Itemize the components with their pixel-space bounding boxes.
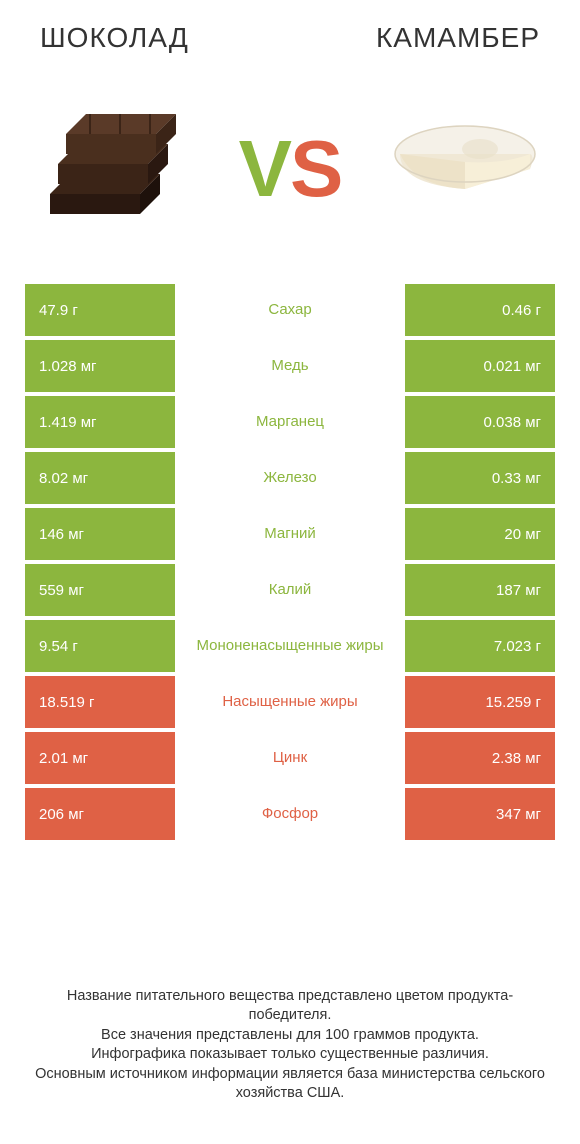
table-row: 559 мгКалий187 мг	[25, 564, 555, 616]
left-value: 559 мг	[25, 564, 175, 616]
comparison-table: 47.9 гСахар0.46 г1.028 мгМедь0.021 мг1.4…	[0, 284, 580, 840]
nutrient-label: Калий	[175, 564, 405, 616]
camembert-image	[380, 94, 550, 244]
header: ШОКОЛАД КАМАМБЕР	[0, 0, 580, 64]
left-value: 2.01 мг	[25, 732, 175, 784]
nutrient-label: Фосфор	[175, 788, 405, 840]
left-value: 1.419 мг	[25, 396, 175, 448]
nutrient-label: Цинк	[175, 732, 405, 784]
nutrient-label: Магний	[175, 508, 405, 560]
left-value: 146 мг	[25, 508, 175, 560]
vs-v: V	[239, 124, 290, 213]
left-value: 8.02 мг	[25, 452, 175, 504]
right-product-title: КАМАМБЕР	[376, 22, 540, 54]
footer-note: Название питательного вещества представл…	[0, 987, 580, 1104]
right-value: 15.259 г	[405, 676, 555, 728]
table-row: 9.54 гМононенасыщенные жиры7.023 г	[25, 620, 555, 672]
footer-line: Инфографика показывает только существенн…	[30, 1045, 550, 1065]
nutrient-label: Сахар	[175, 284, 405, 336]
nutrient-label: Марганец	[175, 396, 405, 448]
right-value: 0.021 мг	[405, 340, 555, 392]
table-row: 206 мгФосфор347 мг	[25, 788, 555, 840]
left-value: 18.519 г	[25, 676, 175, 728]
vs-label: VS	[239, 123, 342, 215]
table-row: 8.02 мгЖелезо0.33 мг	[25, 452, 555, 504]
left-value: 1.028 мг	[25, 340, 175, 392]
right-value: 0.33 мг	[405, 452, 555, 504]
chocolate-image	[30, 94, 200, 244]
vs-s: S	[290, 124, 341, 213]
left-value: 9.54 г	[25, 620, 175, 672]
right-value: 2.38 мг	[405, 732, 555, 784]
footer-line: Все значения представлены для 100 граммо…	[30, 1026, 550, 1046]
nutrient-label: Железо	[175, 452, 405, 504]
left-value: 206 мг	[25, 788, 175, 840]
right-value: 20 мг	[405, 508, 555, 560]
table-row: 1.028 мгМедь0.021 мг	[25, 340, 555, 392]
footer-line: Название питательного вещества представл…	[30, 987, 550, 1026]
table-row: 146 мгМагний20 мг	[25, 508, 555, 560]
right-value: 7.023 г	[405, 620, 555, 672]
right-value: 347 мг	[405, 788, 555, 840]
right-value: 0.038 мг	[405, 396, 555, 448]
table-row: 2.01 мгЦинк2.38 мг	[25, 732, 555, 784]
images-row: VS	[0, 64, 580, 284]
nutrient-label: Насыщенные жиры	[175, 676, 405, 728]
footer-line: Основным источником информации является …	[30, 1065, 550, 1104]
left-product-title: ШОКОЛАД	[40, 22, 189, 54]
table-row: 47.9 гСахар0.46 г	[25, 284, 555, 336]
table-row: 18.519 гНасыщенные жиры15.259 г	[25, 676, 555, 728]
nutrient-label: Мононенасыщенные жиры	[175, 620, 405, 672]
table-row: 1.419 мгМарганец0.038 мг	[25, 396, 555, 448]
right-value: 187 мг	[405, 564, 555, 616]
left-value: 47.9 г	[25, 284, 175, 336]
right-value: 0.46 г	[405, 284, 555, 336]
nutrient-label: Медь	[175, 340, 405, 392]
